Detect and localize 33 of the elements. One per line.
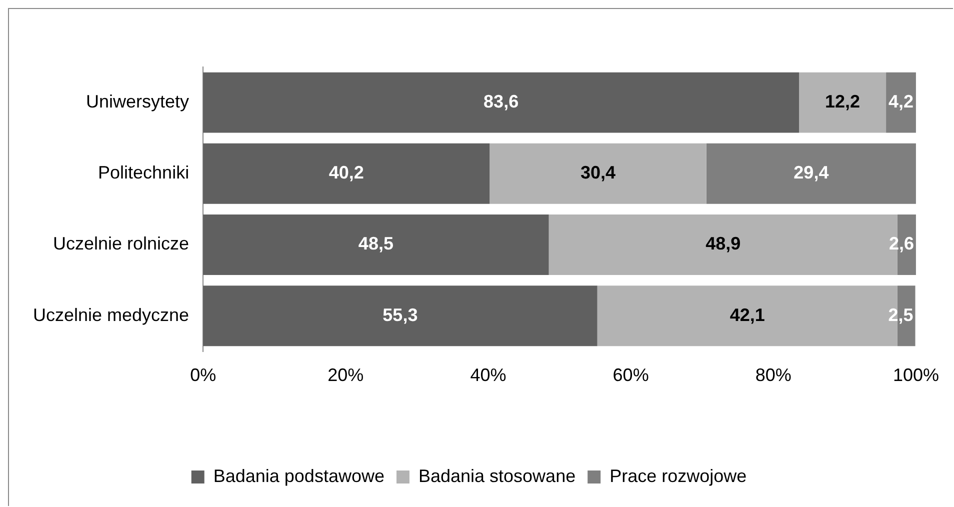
- bar: [886, 72, 916, 133]
- legend-label: Badania podstawowe: [213, 466, 384, 486]
- data-label: 40,2: [328, 162, 364, 183]
- bar: [706, 143, 916, 204]
- data-label: 48,5: [358, 234, 394, 254]
- legend-label: Prace rozwojowe: [610, 466, 747, 486]
- x-tick-label: 20%: [328, 365, 364, 386]
- data-label: 12,2: [825, 92, 860, 112]
- x-tick-label: 60%: [612, 365, 649, 386]
- data-label: 30,4: [580, 162, 616, 183]
- x-tick-label: 80%: [755, 365, 792, 386]
- data-label: 83,6: [484, 92, 519, 112]
- y-tick-label: Uniwersytety: [86, 92, 190, 112]
- bar: [203, 72, 800, 133]
- y-tick-label: Politechniki: [98, 162, 190, 183]
- y-tick-label: Uczelnie medyczne: [32, 304, 190, 325]
- bar: [203, 143, 490, 204]
- data-label: 2,6: [888, 234, 914, 254]
- data-label: 29,4: [794, 162, 829, 183]
- data-label: 55,3: [382, 304, 418, 325]
- x-tick-label: 40%: [470, 365, 506, 386]
- data-label: 42,1: [730, 304, 765, 325]
- data-label: 4,2: [888, 92, 914, 112]
- x-tick-label: 0%: [190, 365, 216, 386]
- bar: [490, 143, 706, 204]
- x-tick-label: 100%: [892, 365, 940, 386]
- bar: [799, 72, 886, 133]
- y-tick-label: Uczelnie rolnicze: [53, 234, 190, 254]
- bar: [203, 214, 549, 275]
- data-label: 2,5: [888, 304, 914, 325]
- legend-label: Badania stosowane: [418, 466, 576, 486]
- data-label: 48,9: [706, 234, 741, 254]
- bar: [203, 286, 598, 346]
